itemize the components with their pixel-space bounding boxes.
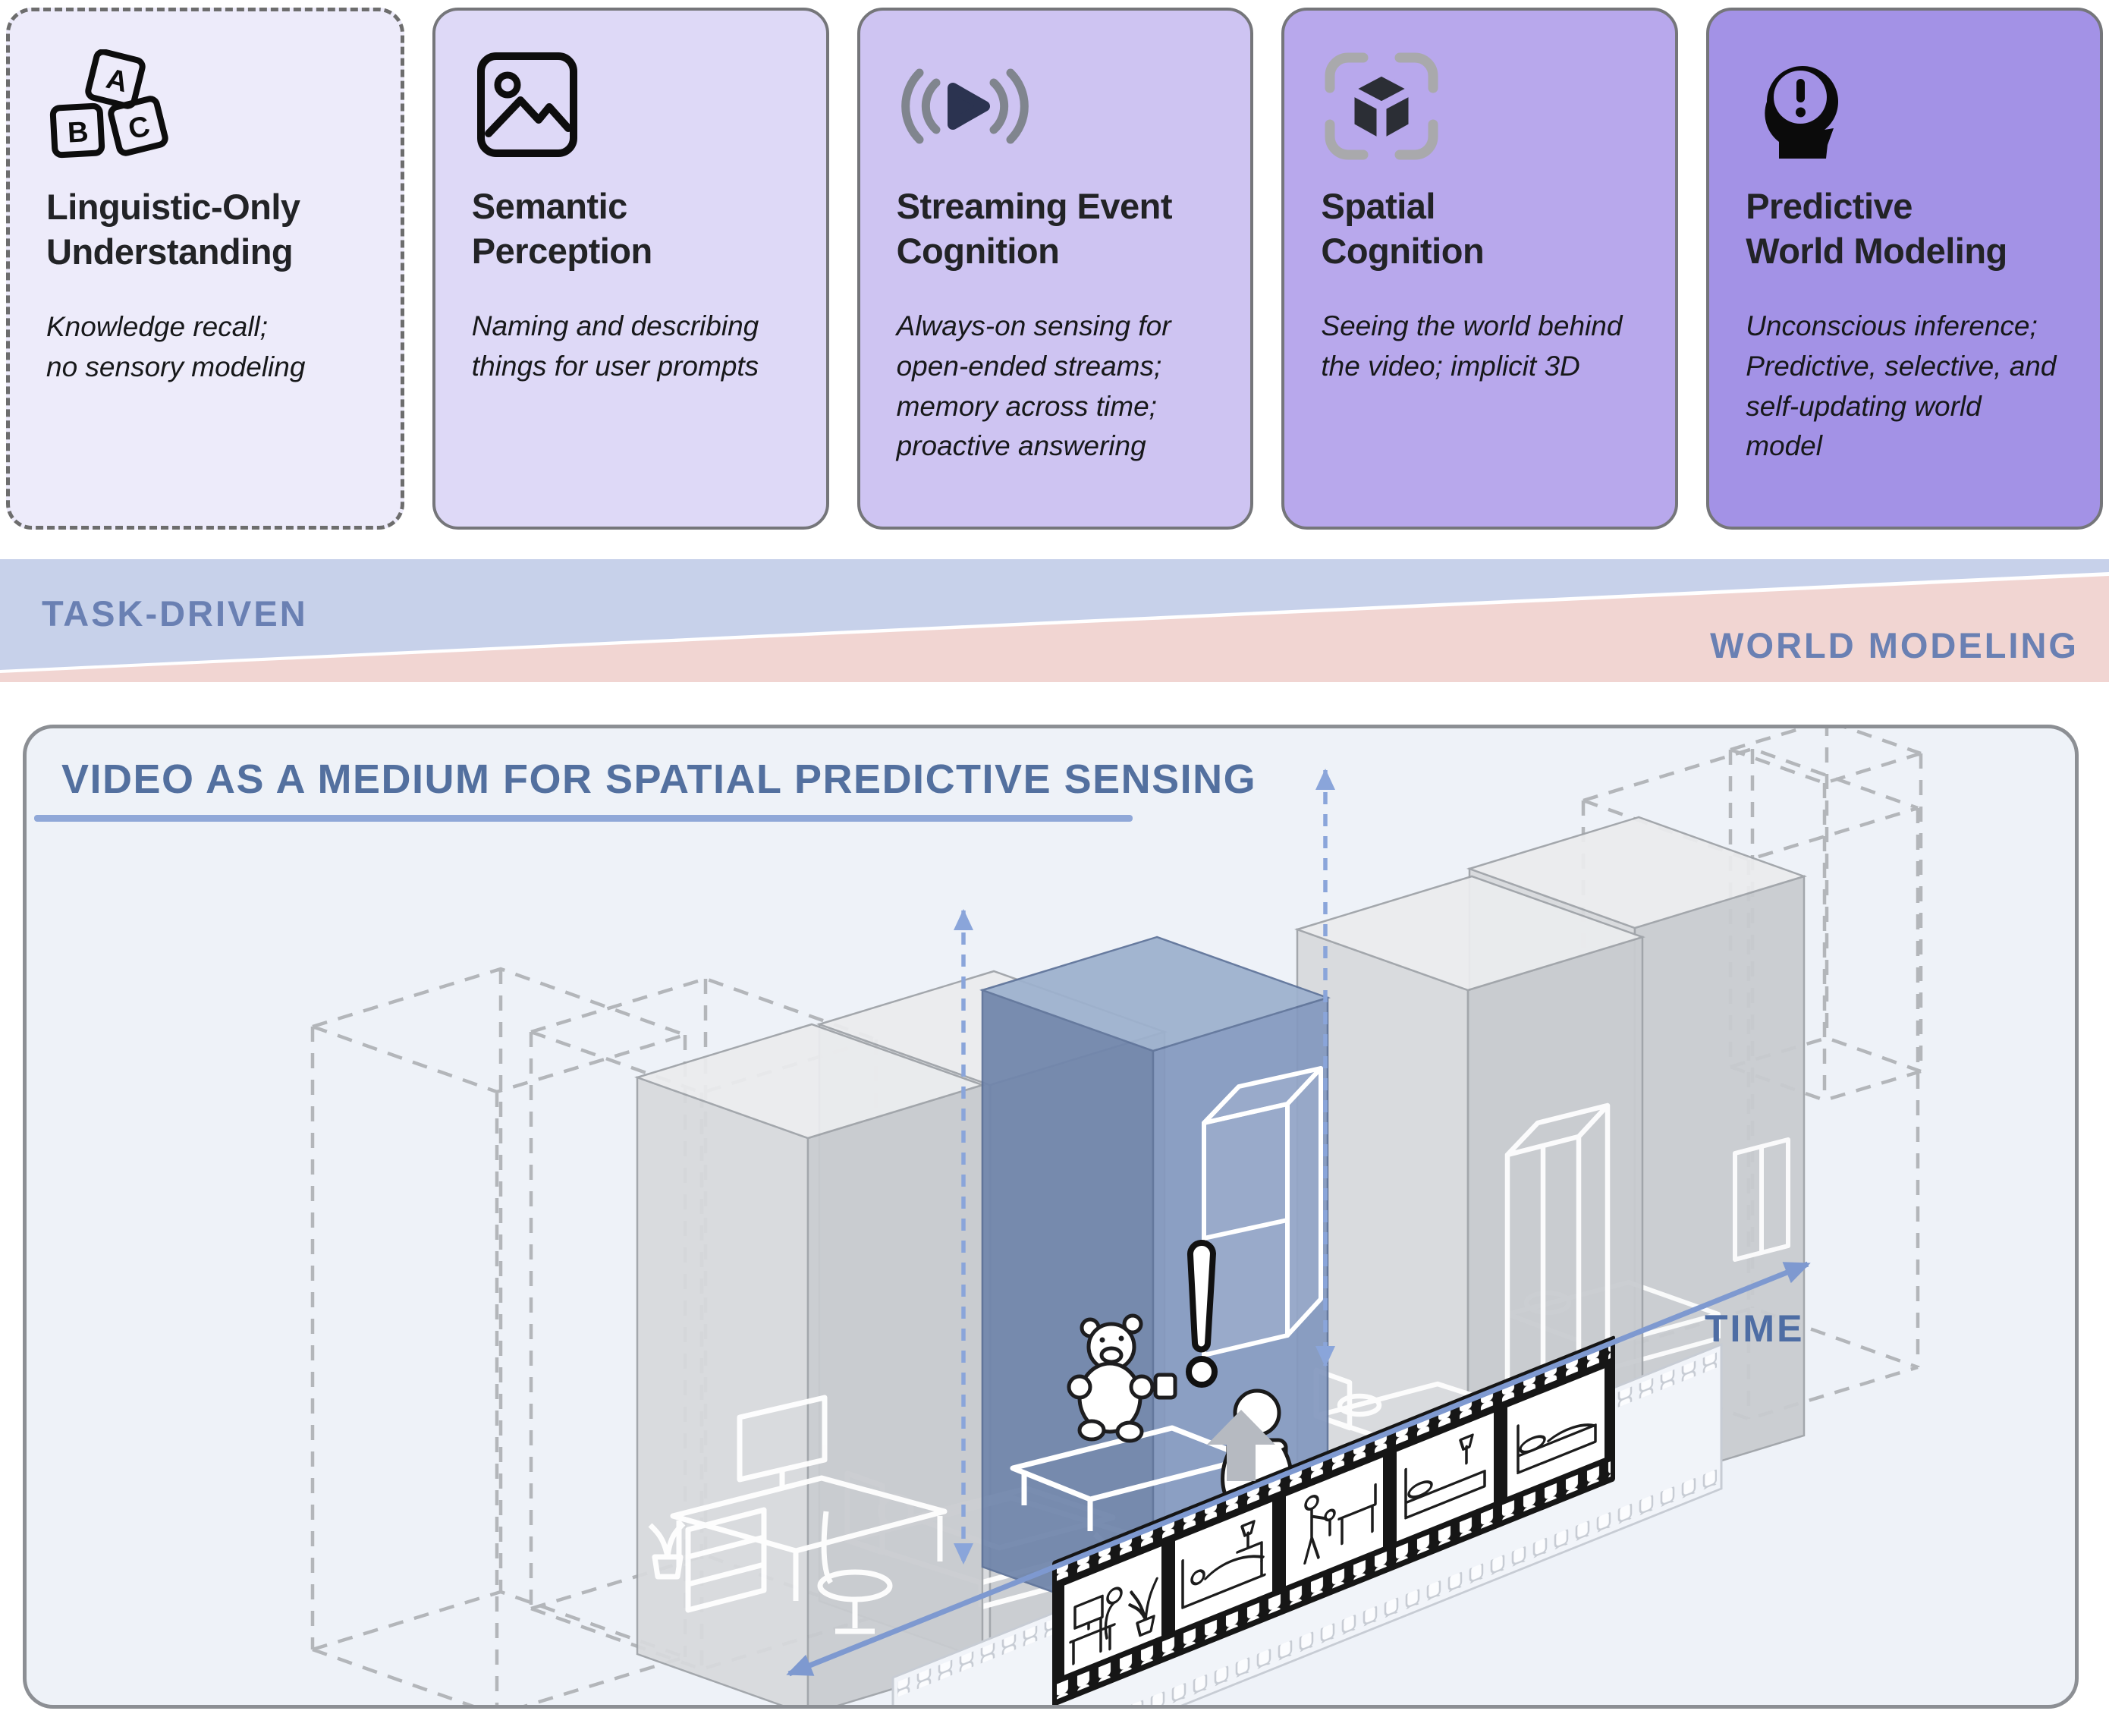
card-desc: Unconscious inference; Predictive, selec… [1746, 310, 2057, 462]
card-desc: Seeing the world behind the video; impli… [1321, 310, 1623, 382]
3d-cube-scan-icon [1321, 49, 1639, 164]
task-driven-wedge [0, 559, 2109, 670]
world-modeling-label: WORLD MODELING [1710, 625, 2079, 665]
card-desc: Always-on sensing for open-ended streams… [896, 310, 1171, 462]
svg-text:C: C [125, 110, 153, 146]
card-streaming-event: Streaming Event Cognition Always-on sens… [856, 8, 1254, 530]
exclamation-mark [1186, 1239, 1218, 1388]
card-title: Spatial Cognition [1321, 186, 1485, 272]
panel-title-underline [34, 815, 1133, 822]
card-desc: Knowledge recall; no sensory modeling [46, 311, 306, 382]
card-title: Streaming Event Cognition [896, 186, 1173, 272]
card-predictive-world: Predictive World Modeling Unconscious in… [1706, 8, 2103, 530]
world-modeling-wedge [0, 576, 2109, 682]
live-stream-icon [897, 49, 1215, 164]
wardrobe-wireframe [1202, 1066, 1323, 1357]
panel-title: VIDEO AS A MEDIUM FOR SPATIAL PREDICTIVE… [61, 756, 1257, 802]
spatial-sensing-illustration: TIME [310, 728, 1923, 1705]
svg-text:A: A [103, 63, 131, 99]
card-desc: Naming and describing things for user pr… [471, 310, 759, 382]
task-driven-label: TASK-DRIVEN [42, 593, 308, 634]
task-world-spectrum: TASK-DRIVEN WORLD MODELING [0, 559, 2109, 682]
card-title: Linguistic-Only Understanding [46, 187, 300, 272]
card-semantic-perception: Semantic Perception Naming and describin… [432, 8, 829, 530]
card-title: Semantic Perception [471, 186, 652, 272]
svg-text:B: B [67, 116, 90, 149]
time-label: TIME [1705, 1307, 1804, 1350]
head-alert-icon [1746, 49, 2063, 164]
abc-blocks-icon: A B C [46, 49, 364, 165]
time-axis-arrow [786, 1261, 1811, 1677]
card-linguistic-only: A B C Linguistic-Only Understanding Know… [6, 8, 404, 530]
card-title: Predictive World Modeling [1746, 186, 2007, 272]
card-spatial-cognition: Spatial Cognition Seeing the world behin… [1281, 8, 1679, 530]
image-icon [472, 49, 790, 164]
capability-cards-row: A B C Linguistic-Only Understanding Know… [6, 8, 2103, 530]
video-medium-panel: VIDEO AS A MEDIUM FOR SPATIAL PREDICTIVE… [23, 725, 2079, 1709]
